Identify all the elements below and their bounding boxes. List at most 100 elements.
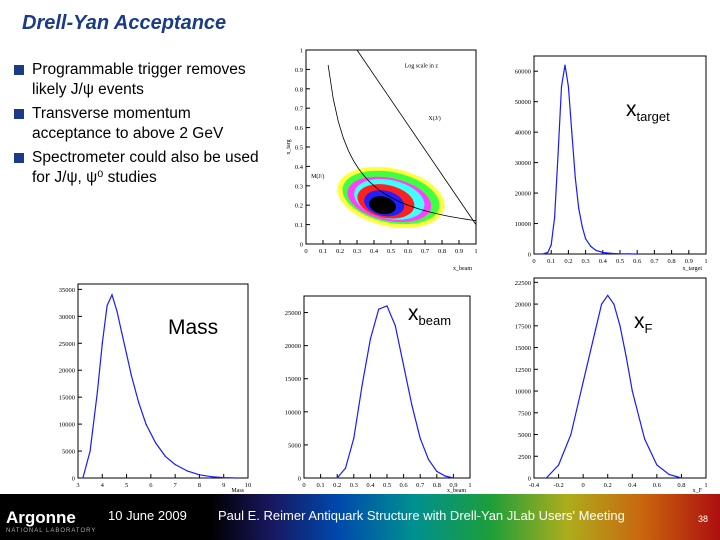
bullet-item: Spectrometer could also be used for J/ψ,… (12, 148, 262, 188)
y-tick-label: 50000 (515, 99, 531, 106)
density-contour (369, 196, 396, 215)
x-tick-label: 0.3 (353, 248, 361, 255)
mass-cut-curve (327, 64, 477, 222)
scatter-svg: 0 0.1 0.2 0.3 0.4 0.5 0.6 0.7 0.8 0.9 1 0 0.1 0.2 0.3 0… (286, 48, 478, 273)
x-tick-label: 0.9 (449, 482, 457, 489)
y-tick-label: 60000 (515, 69, 531, 76)
xbeam-histogram: 0 0.1 0.2 0.3 0.4 0.5 0.6 0.7 0.8 0.9 1 0 5000 10000 1… (270, 290, 476, 494)
x-tick-label: 0.6 (404, 248, 413, 255)
xbeam-data-point (378, 308, 380, 310)
x-tick-label: 0.6 (633, 258, 642, 265)
bullet-item: Transverse momentum acceptance to above … (12, 104, 262, 144)
xbeam-svg: 0 0.1 0.2 0.3 0.4 0.5 0.6 0.7 0.8 0.9 1 0 5000 10000 1… (285, 295, 472, 494)
xtarget-data-point (636, 253, 638, 255)
bullet-text: Programmable trigger removes likely J/ψ … (32, 61, 246, 98)
x-tick-label: 0.9 (455, 248, 463, 255)
x-tick-label: 0.6 (400, 482, 409, 489)
mass-data-point (210, 476, 213, 478)
x-tick-label: 0 (302, 482, 305, 489)
x-tick-label: 0.1 (547, 258, 555, 265)
x-tick-label: -0.4 (529, 482, 540, 489)
xf-data-point (594, 329, 597, 331)
xf-data-point (600, 303, 603, 305)
x-tick-label: 0.8 (433, 482, 441, 489)
x-tick-label: 0.7 (650, 258, 659, 265)
xtarget-data-point (564, 64, 566, 66)
xbeam-data-point (369, 338, 371, 340)
xtarget-data-point (581, 225, 583, 228)
y-tick-label: 15000 (515, 345, 531, 352)
x-tick-label: 0.5 (383, 482, 391, 489)
annotation-xjpsi: X(J/) (428, 115, 440, 122)
xtarget-data-point (571, 131, 573, 133)
mass-svg: 3 4 5 6 7 8 9 10 0 5000 10000 15000 20000 25000 30000 3… (59, 283, 251, 494)
bullet-item: Programmable trigger removes likely J/ψ … (12, 60, 262, 100)
xtarget-data-point (585, 238, 587, 240)
y-tick-label: 2500 (518, 454, 531, 461)
plot-frame (77, 283, 249, 479)
x-tick-label: 1 (704, 258, 707, 265)
xbeam-label: xbeam (408, 302, 452, 329)
y-tick-label: 25000 (285, 310, 301, 317)
y-tick-label: 35000 (59, 287, 75, 294)
x-tick-label: 0.3 (350, 482, 358, 489)
xbeam-data-point (444, 475, 446, 477)
y-tick-label: 5000 (62, 449, 75, 456)
y-tick-label: 0 (298, 476, 301, 483)
xf-data-point (656, 464, 658, 466)
mass-data-point (155, 442, 157, 444)
y-tick-label: 7500 (518, 410, 531, 417)
y-tick-label: 0.9 (295, 67, 303, 74)
x-tick-label: 8 (198, 482, 201, 489)
y-tick-label: 5000 (518, 432, 531, 439)
x-axis-label: x_beam (453, 266, 472, 272)
y-tick-label: 15000 (59, 395, 75, 402)
mass-data-point (116, 310, 118, 312)
bullet-square-icon (14, 153, 24, 163)
footer-color-strip (210, 494, 720, 540)
mass-data-point (138, 401, 140, 404)
y-tick-label: 0 (528, 252, 531, 259)
x-tick-label: 5 (125, 482, 128, 489)
y-tick-label: 0.8 (295, 86, 303, 93)
xf-histogram: -0.4 -0.2 0 0.2 0.4 0.6 0.8 1 0 2500 5000 7500 10000… (500, 272, 712, 494)
y-tick-label: 20000 (285, 343, 301, 350)
y-tick-label: 40000 (515, 130, 531, 137)
xtarget-data-point (554, 216, 556, 219)
xtarget-data-point (567, 85, 569, 88)
page-number: 38 (698, 514, 709, 524)
argonne-logo: Argonne NATIONAL LABORATORY (6, 508, 97, 534)
xf-data-point (545, 477, 547, 479)
xtarget-data-point (560, 85, 563, 88)
x-tick-label: 0.7 (421, 248, 430, 255)
xf-label: xF (634, 310, 653, 337)
plot-frame (533, 55, 707, 255)
y-tick-label: 10000 (515, 221, 531, 228)
x-axis-label: x_beam (447, 488, 466, 494)
x-tick-label: 0.9 (685, 258, 693, 265)
xtarget-data-point (574, 177, 576, 179)
x-tick-label: 1 (474, 248, 477, 255)
xbeam-data-point (403, 364, 405, 367)
y-tick-label: 30000 (515, 160, 531, 167)
x-tick-label: 6 (149, 482, 153, 489)
x-tick-label: 0 (304, 248, 307, 255)
mass-data-point (164, 455, 167, 458)
y-tick-label: 30000 (59, 314, 75, 321)
xtarget-data-point (578, 207, 580, 209)
mass-data-point (235, 477, 237, 479)
x-tick-label: 0.8 (668, 258, 676, 265)
x-tick-label: 0.8 (677, 482, 685, 489)
xtarget-data-point (547, 251, 549, 254)
xtarget-data-point (550, 244, 552, 246)
xbeam-data-point (344, 467, 347, 469)
y-tick-label: 20000 (515, 302, 531, 309)
plot-frame (303, 295, 471, 479)
y-tick-label: 10000 (59, 422, 75, 429)
slide-title: Drell-Yan Acceptance (22, 12, 227, 34)
y-tick-label: 5000 (288, 442, 301, 449)
xbeam-data-point (427, 458, 430, 461)
footer-bar: Argonne NATIONAL LABORATORY 10 June 2009 … (0, 494, 720, 540)
xtarget-data-point (619, 253, 621, 255)
y-tick-label: 0.2 (295, 203, 303, 210)
